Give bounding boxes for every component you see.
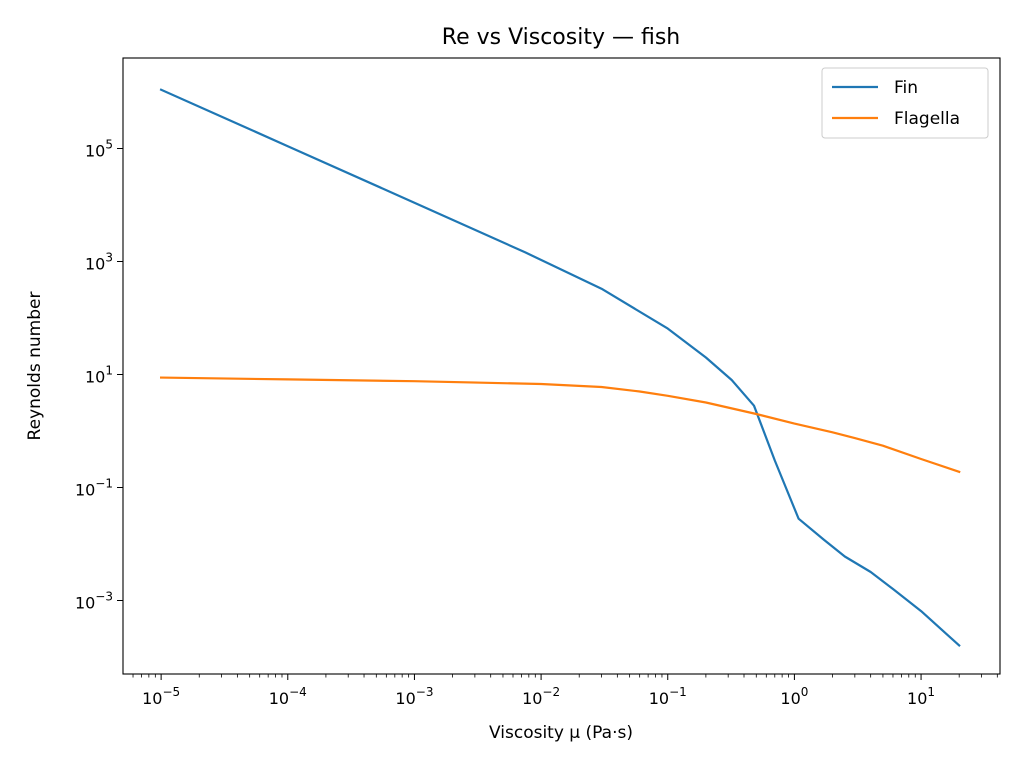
x-axis-label: Viscosity μ (Pa·s) bbox=[489, 723, 633, 743]
x-tick-label: 10−1 bbox=[649, 685, 687, 708]
legend-label-fin: Fin bbox=[894, 78, 918, 98]
y-tick-label: 101 bbox=[85, 364, 113, 387]
y-axis-label: Reynolds number bbox=[25, 292, 45, 441]
series-line-fin bbox=[159, 88, 961, 648]
y-tick-base: 10 bbox=[85, 255, 105, 274]
series-line-flagella bbox=[159, 376, 961, 474]
x-tick-label: 101 bbox=[907, 685, 935, 708]
y-tick-base: 10 bbox=[85, 368, 105, 387]
x-tick-exponent: −2 bbox=[542, 685, 560, 699]
series-layer bbox=[159, 88, 961, 648]
x-tick-exponent: 0 bbox=[801, 685, 809, 699]
x-tick-label: 10−5 bbox=[142, 685, 180, 708]
x-tick-exponent: −4 bbox=[289, 685, 307, 699]
x-tick-base: 10 bbox=[649, 689, 669, 708]
y-tick-label: 10−3 bbox=[75, 589, 113, 612]
x-tick-base: 10 bbox=[269, 689, 289, 708]
y-tick-exponent: −1 bbox=[95, 476, 113, 490]
plot-frame bbox=[122, 57, 1001, 675]
legend-box bbox=[821, 67, 989, 139]
legend: Fin Flagella bbox=[821, 67, 989, 139]
x-tick-exponent: 1 bbox=[927, 685, 935, 699]
legend-label-flagella: Flagella bbox=[894, 109, 960, 129]
y-tick-label: 10−1 bbox=[75, 476, 113, 499]
x-tick-exponent: −5 bbox=[162, 685, 180, 699]
x-tick-exponent: −3 bbox=[416, 685, 434, 699]
y-tick-base: 10 bbox=[75, 593, 95, 612]
y-tick-exponent: 5 bbox=[105, 138, 113, 152]
y-tick-exponent: −3 bbox=[95, 589, 113, 603]
chart-title: Re vs Viscosity — fish bbox=[442, 25, 680, 50]
x-tick-base: 10 bbox=[780, 689, 800, 708]
y-tick-label: 105 bbox=[85, 138, 113, 161]
x-tick-base: 10 bbox=[395, 689, 415, 708]
y-tick-base: 10 bbox=[85, 142, 105, 161]
x-tick-label: 10−3 bbox=[395, 685, 433, 708]
x-tick-label: 100 bbox=[780, 685, 808, 708]
x-tick-label: 10−4 bbox=[269, 685, 307, 708]
x-tick-base: 10 bbox=[522, 689, 542, 708]
x-tick-exponent: −1 bbox=[669, 685, 687, 699]
y-tick-label: 103 bbox=[85, 251, 113, 274]
x-tick-label: 10−2 bbox=[522, 685, 560, 708]
y-tick-exponent: 3 bbox=[105, 251, 113, 265]
y-tick-exponent: 1 bbox=[105, 364, 113, 378]
x-tick-base: 10 bbox=[907, 689, 927, 708]
x-axis: 10−5 10−4 10−3 10−2 10−1 100 101 bbox=[132, 674, 998, 708]
y-tick-base: 10 bbox=[75, 480, 95, 499]
x-tick-base: 10 bbox=[142, 689, 162, 708]
